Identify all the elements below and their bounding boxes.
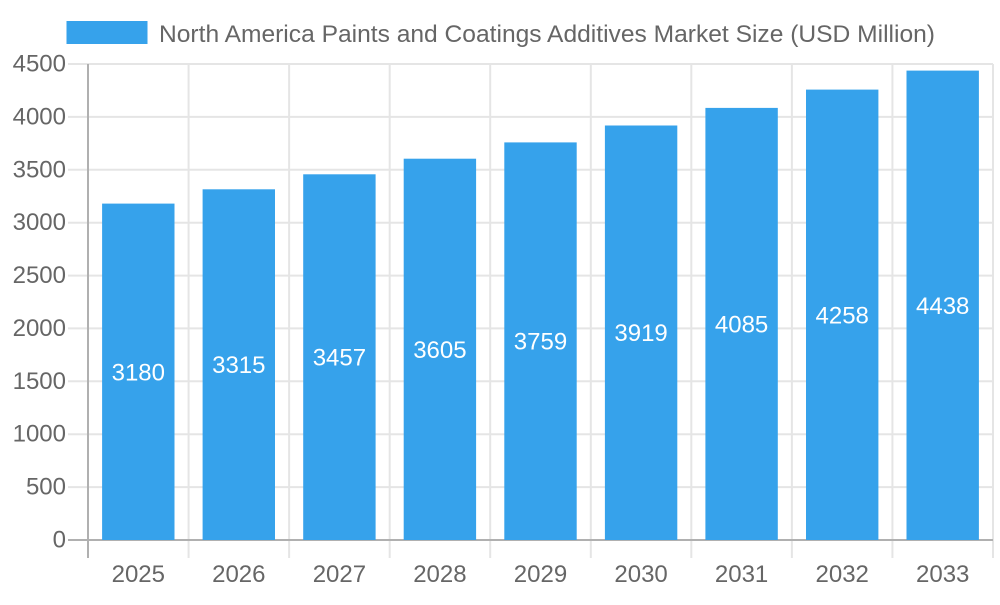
svg-text:3180: 3180 — [112, 359, 165, 386]
svg-text:2027: 2027 — [313, 561, 366, 588]
svg-text:2500: 2500 — [13, 262, 66, 289]
svg-text:3457: 3457 — [313, 345, 366, 372]
svg-text:2031: 2031 — [715, 561, 768, 588]
svg-text:2000: 2000 — [13, 315, 66, 342]
svg-text:4000: 4000 — [13, 103, 66, 130]
svg-text:2030: 2030 — [614, 561, 667, 588]
svg-text:3315: 3315 — [212, 352, 265, 379]
svg-text:1500: 1500 — [13, 368, 66, 395]
svg-text:2033: 2033 — [916, 561, 969, 588]
svg-text:500: 500 — [26, 474, 66, 501]
svg-text:3605: 3605 — [413, 337, 466, 364]
svg-text:4085: 4085 — [715, 311, 768, 338]
svg-text:2029: 2029 — [514, 561, 567, 588]
svg-text:2028: 2028 — [413, 561, 466, 588]
svg-text:2032: 2032 — [816, 561, 869, 588]
svg-text:3500: 3500 — [13, 156, 66, 183]
svg-text:3919: 3919 — [614, 320, 667, 347]
svg-text:2025: 2025 — [112, 561, 165, 588]
svg-text:4500: 4500 — [13, 51, 66, 78]
svg-text:North America Paints and Coati: North America Paints and Coatings Additi… — [159, 21, 935, 48]
svg-text:2026: 2026 — [212, 561, 265, 588]
svg-text:4258: 4258 — [816, 302, 869, 329]
svg-text:4438: 4438 — [916, 293, 969, 320]
svg-text:3000: 3000 — [13, 209, 66, 236]
svg-text:0: 0 — [53, 527, 66, 554]
svg-text:1000: 1000 — [13, 421, 66, 448]
svg-text:3759: 3759 — [514, 329, 567, 356]
